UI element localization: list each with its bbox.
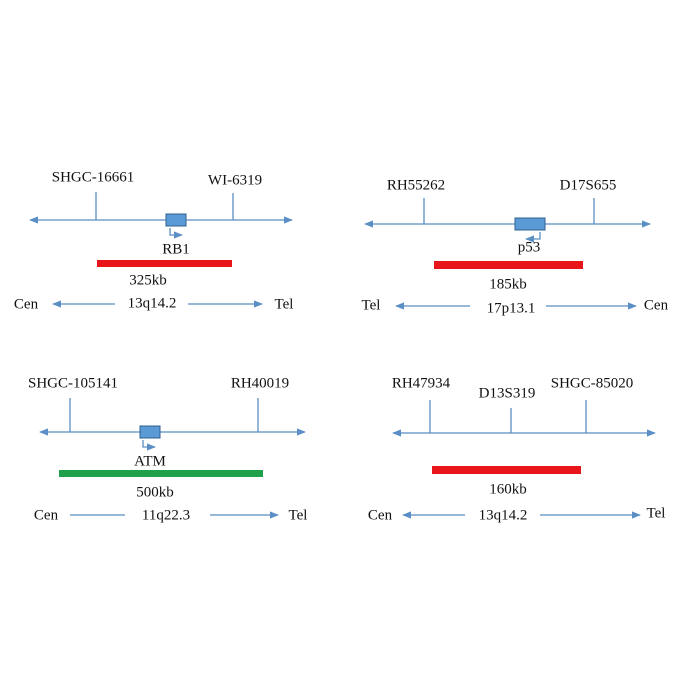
marker-label: SHGC-16661: [52, 169, 135, 185]
size-label: 325kb: [129, 272, 167, 288]
gene-box: [165, 213, 187, 227]
marker-label: WI-6319: [208, 172, 262, 188]
gene-box: [514, 217, 546, 231]
panel: RH47934 D13S319 SHGC-85020 160kb Cen 13q…: [368, 375, 666, 523]
orientation-label: Cen: [14, 296, 39, 312]
panel: SHGC-105141 RH40019 ATM 500kb Cen 11q22.…: [28, 375, 307, 523]
marker-label: RH47934: [392, 375, 451, 391]
marker-label: RH55262: [387, 177, 445, 193]
band-label: 17p13.1: [487, 300, 536, 316]
orientation-label: Tel: [647, 505, 666, 521]
band-label: 11q22.3: [142, 507, 190, 523]
tss-arrow: [142, 440, 156, 451]
marker-label: D17S655: [560, 177, 617, 193]
marker-label: RH40019: [231, 375, 289, 391]
orientation-label: Cen: [644, 297, 669, 313]
tss-arrow: [169, 228, 183, 239]
marker-label: SHGC-85020: [551, 375, 634, 391]
panel: SHGC-16661 WI-6319 RB1 325kb Cen 13q14.2…: [14, 169, 294, 312]
gene-label: RB1: [162, 241, 190, 257]
gene-label: ATM: [134, 453, 166, 469]
tss-arrow: [525, 232, 541, 243]
orientation-label: Tel: [289, 507, 308, 523]
orientation-label: Tel: [275, 296, 294, 312]
marker-label: D13S319: [479, 385, 536, 401]
orientation-label: Cen: [368, 507, 393, 523]
gene-box: [139, 425, 161, 439]
gene-label: p53: [518, 239, 541, 255]
orientation-label: Tel: [362, 297, 381, 313]
region-bar: [97, 260, 232, 267]
region-bar: [432, 466, 581, 474]
region-bar: [434, 261, 583, 269]
size-label: 185kb: [489, 276, 527, 292]
size-label: 160kb: [489, 481, 527, 497]
orientation-label: Cen: [34, 507, 59, 523]
marker-label: SHGC-105141: [28, 375, 118, 391]
panel: RH55262 D17S655 p53 185kb Tel 17p13.1 Ce…: [362, 177, 669, 316]
band-label: 13q14.2: [128, 295, 177, 311]
region-bar: [59, 470, 263, 477]
band-label: 13q14.2: [479, 507, 528, 523]
size-label: 500kb: [136, 484, 174, 500]
